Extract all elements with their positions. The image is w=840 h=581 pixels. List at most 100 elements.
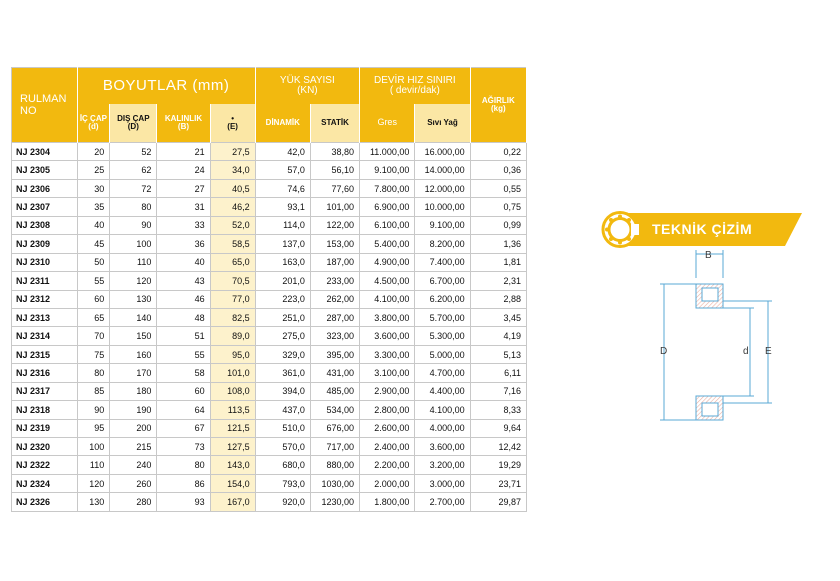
cell-ic-cap: 30 <box>77 178 111 198</box>
cell-gres: 5.400,00 <box>359 234 416 254</box>
cell-sivi-yag: 3.200,00 <box>414 455 471 475</box>
cell-e: 89,0 <box>210 326 256 346</box>
cell-bearing-code: NJ 2318 <box>11 400 78 420</box>
cell-dis-cap: 62 <box>109 160 158 180</box>
header-dis-cap: DIŞ ÇAP (D) <box>109 104 158 143</box>
cell-gres: 2.200,00 <box>359 455 416 475</box>
cell-ic-cap: 90 <box>77 400 111 420</box>
cell-statik: 153,00 <box>310 234 361 254</box>
table-body: NJ 2304 20 52 21 27,5 42,0 38,80 11.000,00 16.00… <box>11 141 528 512</box>
cell-sivi-yag: 16.000,00 <box>414 141 471 161</box>
cell-bearing-code: NJ 2319 <box>11 418 78 438</box>
table-row: NJ 2324 120 260 86 154,0 793,0 1030,00 2.000,00… <box>11 473 528 493</box>
cell-bearing-code: NJ 2307 <box>11 197 78 217</box>
cell-sivi-yag: 5.300,00 <box>414 326 471 346</box>
cell-agirlik: 12,42 <box>470 436 528 456</box>
cell-agirlik: 0,55 <box>470 178 528 198</box>
cell-kalinlik: 64 <box>156 400 211 420</box>
cell-agirlik: 19,29 <box>470 455 528 475</box>
label-e: E <box>765 346 772 357</box>
cell-kalinlik: 21 <box>156 141 211 161</box>
cell-dis-cap: 52 <box>109 141 158 161</box>
cell-dinamik: 223,0 <box>255 289 311 309</box>
cell-ic-cap: 100 <box>77 436 111 456</box>
cell-sivi-yag: 14.000,00 <box>414 160 471 180</box>
cell-dinamik: 114,0 <box>255 215 311 235</box>
cell-gres: 4.500,00 <box>359 271 416 290</box>
cell-kalinlik: 51 <box>156 326 211 346</box>
cell-dis-cap: 280 <box>109 492 158 512</box>
cell-ic-cap: 20 <box>77 141 111 161</box>
label-d-inner: d <box>743 346 749 357</box>
table-row: NJ 2304 20 52 21 27,5 42,0 38,80 11.000,00 16.00… <box>11 141 528 161</box>
cell-e: 121,5 <box>210 418 256 438</box>
cell-agirlik: 0,36 <box>470 160 528 180</box>
cell-e: 52,0 <box>210 215 256 235</box>
cell-dis-cap: 72 <box>109 178 158 198</box>
cell-kalinlik: 60 <box>156 381 211 401</box>
cell-kalinlik: 86 <box>156 473 211 493</box>
cell-bearing-code: NJ 2324 <box>11 473 78 493</box>
cell-agirlik: 9,64 <box>470 418 528 438</box>
table-row: NJ 2312 60 130 46 77,0 223,0 262,00 4.100,00 6.2… <box>11 289 528 309</box>
cell-ic-cap: 95 <box>77 418 111 438</box>
cell-e: 70,5 <box>210 271 256 290</box>
bearing-icon <box>601 211 639 248</box>
cell-e: 40,5 <box>210 178 256 198</box>
cell-ic-cap: 120 <box>77 473 111 493</box>
cell-e: 108,0 <box>210 381 256 401</box>
cell-agirlik: 8,33 <box>470 400 528 420</box>
table-row: NJ 2308 40 90 33 52,0 114,0 122,00 6.100,00 9.10… <box>11 215 528 235</box>
header-yuk-sayisi: YÜK SAYISI (KN) <box>255 67 361 104</box>
cell-bearing-code: NJ 2306 <box>11 178 78 198</box>
cell-ic-cap: 40 <box>77 215 111 235</box>
cell-kalinlik: 43 <box>156 271 211 290</box>
cell-e: 34,0 <box>210 160 256 180</box>
cell-statik: 1230,00 <box>310 492 361 512</box>
cell-gres: 6.900,00 <box>359 197 416 217</box>
cell-statik: 77,60 <box>310 178 361 198</box>
cell-dis-cap: 215 <box>109 436 158 456</box>
cell-statik: 880,00 <box>310 455 361 475</box>
cell-ic-cap: 35 <box>77 197 111 217</box>
table-row: NJ 2320 100 215 73 127,5 570,0 717,00 2.400,00 3… <box>11 436 528 456</box>
cell-dinamik: 920,0 <box>255 492 311 512</box>
cell-kalinlik: 73 <box>156 436 211 456</box>
cell-statik: 534,00 <box>310 400 361 420</box>
cell-sivi-yag: 4.000,00 <box>414 418 471 438</box>
cell-kalinlik: 24 <box>156 160 211 180</box>
cell-gres: 11.000,00 <box>359 141 416 161</box>
cell-agirlik: 1,81 <box>470 252 528 272</box>
cell-e: 143,0 <box>210 455 256 475</box>
cell-sivi-yag: 4.700,00 <box>414 363 471 383</box>
header-statik: STATİK <box>310 104 361 143</box>
cell-dinamik: 137,0 <box>255 234 311 254</box>
cell-dis-cap: 150 <box>109 326 158 346</box>
cell-sivi-yag: 10.000,00 <box>414 197 471 217</box>
table-row: NJ 2319 95 200 67 121,5 510,0 676,00 2.600,00 4.… <box>11 418 528 438</box>
cell-dinamik: 251,0 <box>255 307 311 327</box>
cell-dinamik: 275,0 <box>255 326 311 346</box>
table-row: NJ 2316 80 170 58 101,0 361,0 431,00 3.100,00 4.… <box>11 363 528 383</box>
cell-gres: 3.100,00 <box>359 363 416 383</box>
cell-statik: 717,00 <box>310 436 361 456</box>
cell-gres: 2.400,00 <box>359 436 416 456</box>
cell-statik: 1030,00 <box>310 473 361 493</box>
cell-agirlik: 5,13 <box>470 344 528 364</box>
cell-statik: 56,10 <box>310 160 361 180</box>
cell-statik: 676,00 <box>310 418 361 438</box>
label-d-outer: D <box>660 346 667 357</box>
cell-sivi-yag: 4.100,00 <box>414 400 471 420</box>
cell-statik: 187,00 <box>310 252 361 272</box>
cell-kalinlik: 33 <box>156 215 211 235</box>
cell-sivi-yag: 4.400,00 <box>414 381 471 401</box>
cell-kalinlik: 80 <box>156 455 211 475</box>
cell-sivi-yag: 3.600,00 <box>414 436 471 456</box>
cell-e: 82,5 <box>210 307 256 327</box>
cell-e: 46,2 <box>210 197 256 217</box>
table-row: NJ 2315 75 160 55 95,0 329,0 395,00 3.300,00 5.0… <box>11 344 528 364</box>
cell-bearing-code: NJ 2326 <box>11 492 78 512</box>
cell-sivi-yag: 6.200,00 <box>414 289 471 309</box>
cell-dis-cap: 130 <box>109 289 158 309</box>
cell-bearing-code: NJ 2311 <box>11 271 78 290</box>
